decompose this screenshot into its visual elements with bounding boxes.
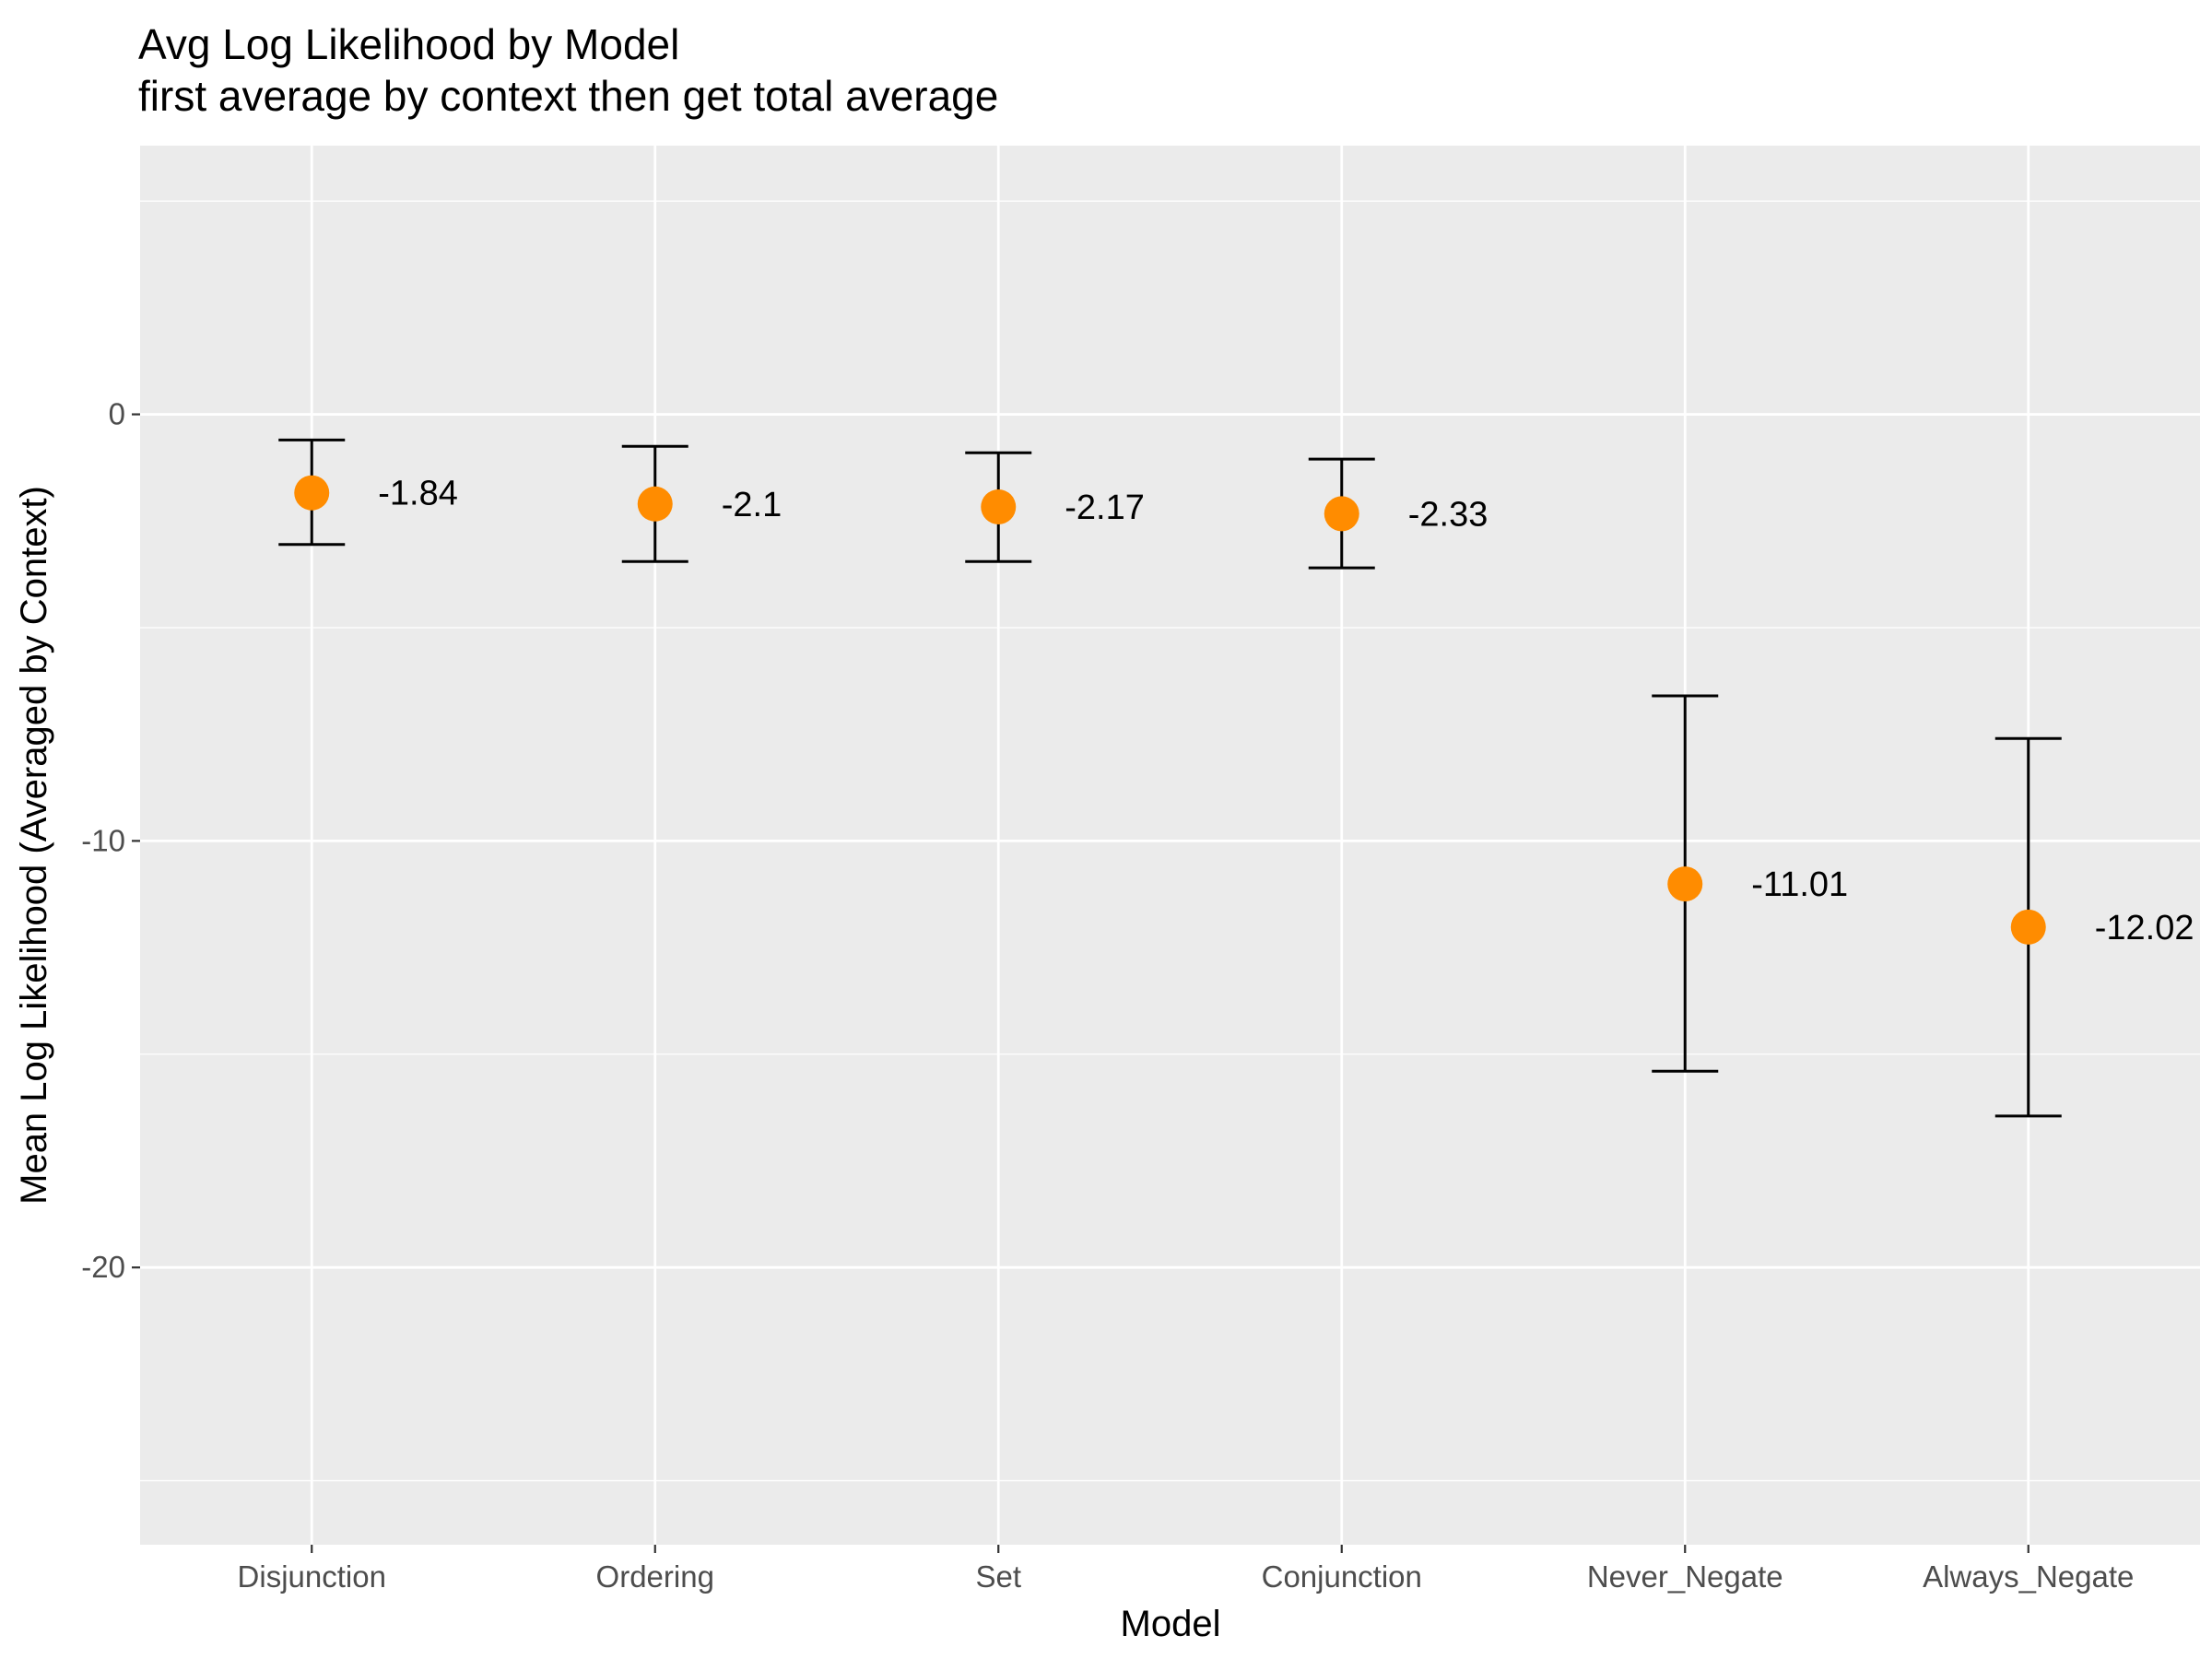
data-label: -2.33 [1408,495,1488,534]
data-point [294,475,330,511]
data-point-group: -2.17 [965,451,1145,563]
data-point-group: -1.84 [278,438,458,547]
data-point-group: -12.02 [1994,736,2194,1118]
data-label: -12.02 [2095,909,2194,947]
plot-panel [140,146,2200,1545]
chart-subtitle: first average by context then get total … [138,72,998,120]
y-tick-label: -10 [81,823,125,857]
x-tick-label: Always_Negate [1923,1559,2134,1594]
x-axis-title: Model [1121,1604,1221,1644]
data-marks: -1.84 -2.1 -2.17 -2.33 -11.01 -12.02 [278,438,2194,1118]
y-tick-label: 0 [109,397,125,431]
data-point-group: -11.01 [1652,694,1848,1073]
data-point-group: -2.1 [621,444,782,563]
y-tick-label: -20 [81,1250,125,1284]
x-tick-label: Set [975,1559,1021,1594]
data-point-group: -2.33 [1308,457,1488,570]
data-label: -2.17 [1065,488,1145,527]
y-axis-title: Mean Log Likelihood (Averaged by Context… [14,486,54,1205]
x-tick-label: Conjunction [1262,1559,1422,1594]
data-point [637,486,673,522]
data-point [981,488,1017,524]
data-label: -11.01 [1751,865,1848,904]
data-label: -2.1 [722,486,782,524]
data-point [1667,866,1703,902]
x-tick-label: Ordering [596,1559,714,1594]
x-tick-label: Never_Negate [1587,1559,1783,1594]
data-point [2010,909,2046,945]
x-axis: Disjunction Ordering Set Conjunction Never_N… [238,1545,2134,1594]
x-tick-label: Disjunction [238,1559,386,1594]
data-label: -1.84 [378,475,458,513]
data-point [1324,496,1359,532]
y-axis: 0 -10 -20 [81,397,140,1284]
chart-title: Avg Log Likelihood by Model [138,20,679,68]
